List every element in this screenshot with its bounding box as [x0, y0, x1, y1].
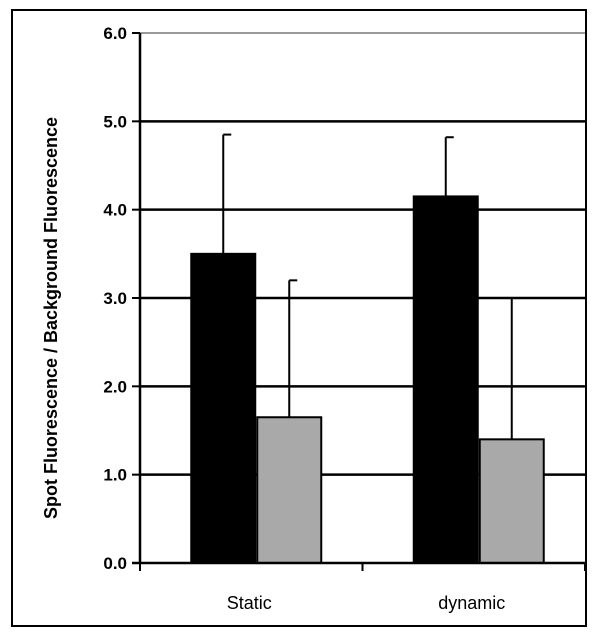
bar: [256, 416, 323, 564]
x-category-labels: Static dynamic: [227, 593, 506, 613]
bars: [190, 195, 545, 565]
y-tick-label: 2.0: [103, 377, 127, 396]
bar: [412, 195, 479, 565]
x-category-label: Static: [227, 593, 272, 613]
y-tick-label: 6.0: [103, 24, 127, 43]
y-tick-label: 4.0: [103, 201, 127, 220]
axes: [132, 32, 586, 571]
y-axis-title: Spot Fluorescence / Background Fluoresce…: [41, 117, 61, 519]
y-tick-labels: 0.0 1.0 2.0 3.0 4.0 5.0 6.0: [103, 24, 127, 573]
x-category-label: dynamic: [438, 593, 505, 613]
bar: [190, 252, 257, 564]
bar: [478, 438, 545, 565]
y-tick-label: 3.0: [103, 289, 127, 308]
y-tick-label: 0.0: [103, 554, 127, 573]
y-tick-label: 5.0: [103, 112, 127, 131]
y-tick-label: 1.0: [103, 466, 127, 485]
error-bars: [222, 133, 520, 440]
